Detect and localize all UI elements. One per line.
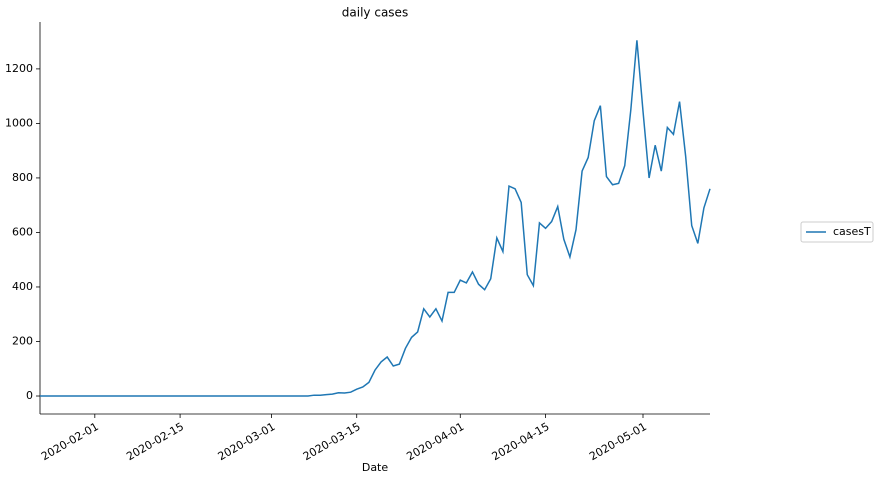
x-tick-label: 2020-02-15 <box>124 420 186 463</box>
chart-title: daily cases <box>342 6 408 20</box>
y-tick-label: 600 <box>12 225 33 238</box>
x-tick-label: 2020-05-01 <box>587 420 649 463</box>
y-tick-label: 400 <box>12 280 33 293</box>
legend-box <box>800 221 874 243</box>
y-tick-label: 0 <box>26 389 33 402</box>
legend-label: casesT <box>833 225 871 238</box>
x-tick-label: 2020-04-01 <box>404 420 466 463</box>
x-tick-label: 2020-03-15 <box>301 420 363 463</box>
y-tick-label: 800 <box>12 171 33 184</box>
y-tick-label: 1200 <box>5 62 33 75</box>
y-tick-label: 200 <box>12 334 33 347</box>
x-tick-label: 2020-03-01 <box>216 420 278 463</box>
x-tick-label: 2020-02-01 <box>39 420 101 463</box>
data-line <box>40 40 711 397</box>
y-tick-label: 1000 <box>5 116 33 129</box>
x-tick-label: 2020-04-15 <box>490 420 552 463</box>
x-axis-label: Date <box>362 461 389 474</box>
